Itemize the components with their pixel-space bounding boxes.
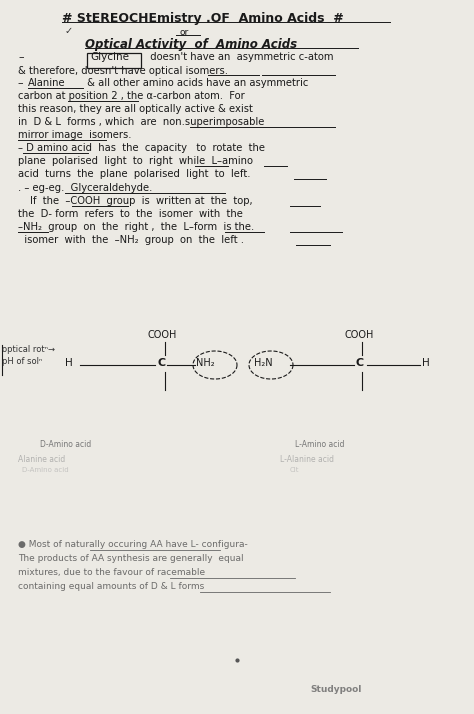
Text: H: H [422,358,430,368]
Text: Alanine acid: Alanine acid [18,455,65,464]
Text: plane  polarised  light  to  right  while  L–amino: plane polarised light to right while L–a… [18,156,253,166]
Text: mixtures, due to the favour of racemable: mixtures, due to the favour of racemable [18,568,205,577]
Text: . – eg-eg.  Glyceraldehyde.: . – eg-eg. Glyceraldehyde. [18,183,152,193]
Text: D-Amino acid: D-Amino acid [40,440,91,449]
Text: Cit: Cit [290,467,300,473]
Text: –: – [18,78,27,88]
Text: L-Alanine acid: L-Alanine acid [280,455,334,464]
Text: C: C [356,358,364,368]
Text: containing equal amounts of D & L forms: containing equal amounts of D & L forms [18,582,204,591]
Text: –: – [18,52,24,62]
Text: COOH: COOH [345,330,374,340]
Text: mirror image  isomers.: mirror image isomers. [18,130,131,140]
Text: L-Amino acid: L-Amino acid [295,440,345,449]
Text: ✓: ✓ [65,26,73,36]
Text: optical rotⁿ→: optical rotⁿ→ [2,345,55,354]
Text: acid  turns  the  plane  polarised  light  to  left.: acid turns the plane polarised light to … [18,169,250,179]
Text: Optical Activity  of  Amino Acids: Optical Activity of Amino Acids [85,38,297,51]
Text: COOH: COOH [148,330,177,340]
Text: doesn't have an  asymmetric c-atom: doesn't have an asymmetric c-atom [144,52,334,62]
Text: –NH₂  group  on  the  right ,  the  L–form  is the.: –NH₂ group on the right , the L–form is … [18,222,254,232]
Text: in  D & L  forms , which  are  non.superimposable: in D & L forms , which are non.superimpo… [18,117,264,127]
Text: # StEREOCHEmistry .OF  Amino Acids  #: # StEREOCHEmistry .OF Amino Acids # [62,12,344,25]
Text: & therefore, doesn't have optical isomers.: & therefore, doesn't have optical isomer… [18,66,228,76]
Text: isomer  with  the  –NH₂  group  on  the  left .: isomer with the –NH₂ group on the left . [18,235,244,245]
Text: pH of solⁿ: pH of solⁿ [2,357,42,366]
Text: or: or [180,28,189,37]
Text: ● Most of naturally occuring AA have L- configura-: ● Most of naturally occuring AA have L- … [18,540,248,549]
Text: H: H [65,358,73,368]
Text: carbon at position 2 , the α-carbon atom.  For: carbon at position 2 , the α-carbon atom… [18,91,245,101]
Text: D-Amino acid: D-Amino acid [22,467,69,473]
Text: C: C [158,358,166,368]
Text: the  D- form  refers  to  the  isomer  with  the: the D- form refers to the isomer with th… [18,209,243,219]
Text: If  the  –COOH  group  is  written at  the  top,: If the –COOH group is written at the top… [30,196,253,206]
Text: Alanine: Alanine [28,78,65,88]
Text: & all other amino acids have an asymmetric: & all other amino acids have an asymmetr… [84,78,309,88]
Text: Glycine: Glycine [90,52,129,62]
Text: this reason, they are all optically active & exist: this reason, they are all optically acti… [18,104,253,114]
Text: H₂N: H₂N [254,358,273,368]
Text: – D amino acid  has  the  capacity   to  rotate  the: – D amino acid has the capacity to rotat… [18,143,265,153]
Text: NH₂: NH₂ [196,358,215,368]
Text: The products of AA synthesis are generally  equal: The products of AA synthesis are general… [18,554,244,563]
Text: Studypool: Studypool [310,685,361,694]
